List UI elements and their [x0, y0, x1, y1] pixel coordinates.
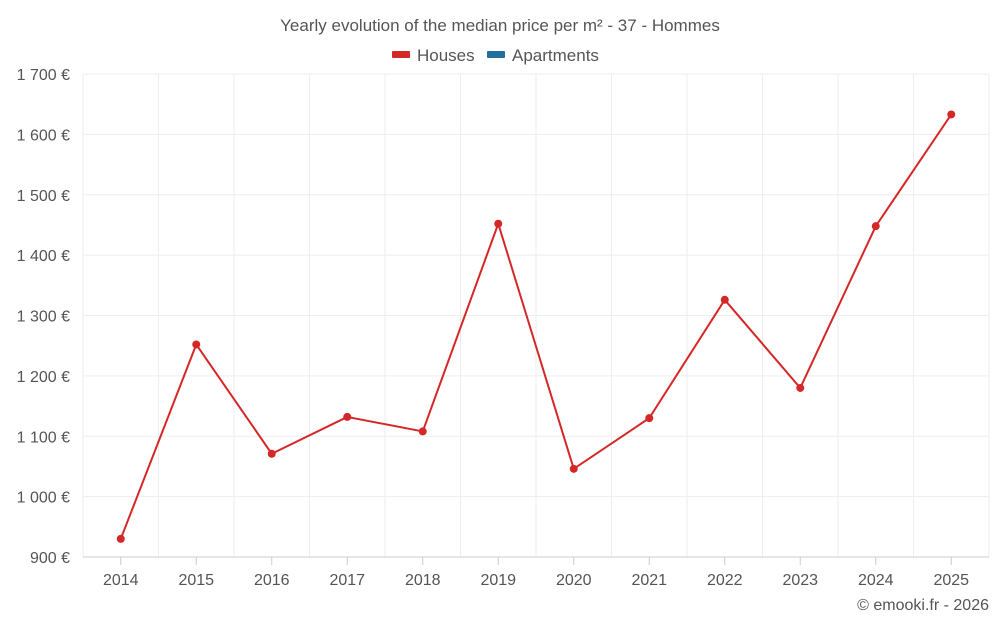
x-tick-label: 2021	[631, 572, 667, 589]
y-tick-label: 1 400 €	[17, 248, 70, 265]
series-houses: 2014: 930 2015: 1252 2016: 1071 2017: 1132 2…	[116, 110, 956, 543]
data-point-houses[interactable]: 2017: 1132	[343, 412, 352, 421]
data-point-houses[interactable]: 2014: 930	[116, 534, 125, 543]
y-tick-label: 900 €	[30, 550, 70, 567]
x-tick-label: 2025	[933, 572, 969, 589]
legend-swatch-apartments	[487, 51, 505, 58]
x-tick-label: 2019	[480, 572, 516, 589]
data-point-houses[interactable]: 2020: 1046	[569, 464, 578, 473]
x-tick-label: 2023	[782, 572, 818, 589]
data-point-houses[interactable]: 2023: 1180	[796, 383, 805, 392]
x-tick-label: 2024	[858, 572, 894, 589]
x-tick-label: 2014	[103, 572, 139, 589]
y-tick-label: 1 100 €	[17, 429, 70, 446]
x-tick-label: 2017	[329, 572, 365, 589]
legend: Houses Apartments	[392, 46, 599, 65]
x-tick-label: 2022	[707, 572, 743, 589]
legend-label-apartments: Apartments	[512, 46, 599, 65]
chart-title: Yearly evolution of the median price per…	[280, 16, 720, 35]
series-layer: 2014: 930 2015: 1252 2016: 1071 2017: 1132 2…	[116, 110, 956, 543]
series-line-houses	[119, 113, 953, 540]
data-point-houses[interactable]: 2018: 1108	[418, 427, 427, 436]
y-tick-label: 1 000 €	[17, 490, 70, 507]
y-tick-label: 1 600 €	[17, 127, 70, 144]
legend-item-apartments[interactable]: Apartments	[487, 46, 599, 65]
y-axis-ticks: 900 € 1 000 € 1 100 € 1 200 € 1 300 € 1 400 €…	[17, 67, 70, 567]
legend-label-houses: Houses	[417, 46, 475, 65]
data-point-houses[interactable]: 2021: 1130	[645, 414, 654, 423]
y-tick-label: 1 700 €	[17, 67, 70, 84]
x-tick-label: 2018	[405, 572, 441, 589]
y-tick-label: 1 300 €	[17, 309, 70, 326]
x-tick-label: 2020	[556, 572, 592, 589]
y-tick-label: 1 500 €	[17, 188, 70, 205]
credit-text: © emooki.fr - 2026	[857, 597, 989, 614]
x-axis-ticks: 2014 2015 2016 2017 2018 2019 2020 2021 2022 2023…	[103, 557, 969, 589]
legend-swatch-houses	[392, 51, 410, 58]
data-point-houses[interactable]: 2015: 1252	[192, 340, 201, 349]
y-tick-label: 1 200 €	[17, 369, 70, 386]
x-gridlines	[82, 74, 990, 557]
data-point-houses[interactable]: 2025: 1633	[947, 110, 956, 119]
x-tick-label: 2015	[178, 572, 214, 589]
data-point-houses[interactable]: 2019: 1452	[494, 219, 503, 228]
data-point-houses[interactable]: 2022: 1326	[720, 295, 729, 304]
legend-item-houses[interactable]: Houses	[392, 46, 475, 65]
data-point-houses[interactable]: 2016: 1071	[267, 449, 276, 458]
data-point-houses[interactable]: 2024: 1448	[871, 222, 880, 231]
x-tick-label: 2016	[254, 572, 290, 589]
